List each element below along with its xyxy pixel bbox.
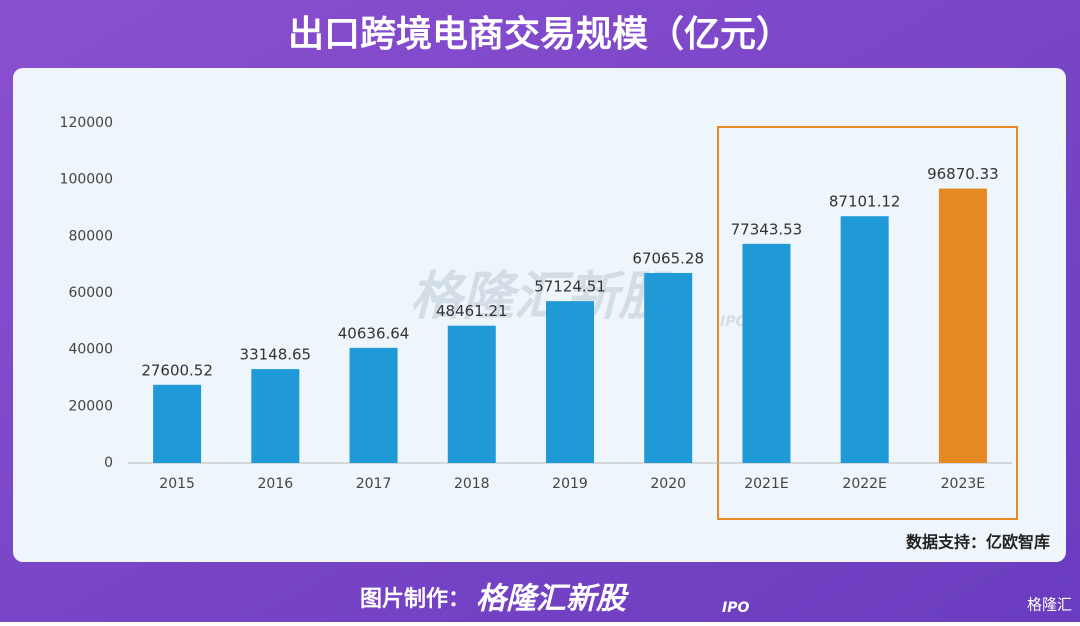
value-label: 77343.53 (731, 220, 803, 238)
x-tick-label: 2017 (356, 476, 392, 492)
x-tick-label: 2021E (744, 476, 788, 492)
x-tick-label: 2020 (650, 476, 686, 492)
bar (251, 369, 300, 463)
bar (546, 301, 594, 463)
x-tick-label: 2018 (454, 476, 490, 492)
x-tick-label: 2015 (159, 476, 195, 492)
highlight-box (717, 126, 1018, 520)
bar (153, 384, 202, 463)
bar (447, 325, 496, 463)
bar (349, 347, 398, 463)
watermark-sub: IPO (720, 314, 747, 330)
x-tick-label: 2023E (941, 476, 985, 492)
y-tick-label: 100000 (60, 172, 113, 188)
bar (644, 272, 693, 463)
y-tick-label: 0 (104, 455, 113, 471)
value-label: 96870.33 (927, 165, 999, 183)
source: 数据支持：亿欧智库 (906, 533, 1050, 552)
value-label: 27600.52 (141, 361, 213, 379)
bar (938, 188, 987, 463)
value-label: 33148.65 (240, 346, 312, 364)
y-tick-label: 20000 (68, 398, 113, 414)
bar (840, 216, 889, 463)
x-tick-label: 2019 (552, 476, 588, 492)
y-tick-label: 120000 (60, 115, 113, 131)
value-label: 57124.51 (534, 278, 606, 296)
value-label: 40636.64 (338, 324, 410, 342)
footer-brand: 格隆汇新股 (476, 582, 629, 617)
value-label: 67065.28 (632, 249, 704, 267)
y-tick-label: 60000 (68, 285, 113, 301)
bar (742, 243, 791, 463)
x-tick-label: 2016 (258, 476, 294, 492)
footer-label: 图片制作： (360, 587, 470, 612)
footer-brand-sub: IPO (722, 600, 749, 616)
value-label: 87101.12 (829, 193, 901, 211)
page-title: 出口跨境电商交易规模（亿元） (288, 13, 792, 55)
x-tick-label: 2022E (842, 476, 886, 492)
value-label: 48461.21 (436, 302, 508, 320)
y-tick-label: 40000 (68, 342, 113, 358)
y-tick-label: 80000 (68, 228, 113, 244)
corner-logo: 格隆汇 (1027, 596, 1072, 614)
watermark: 格隆汇新股 (410, 267, 676, 327)
